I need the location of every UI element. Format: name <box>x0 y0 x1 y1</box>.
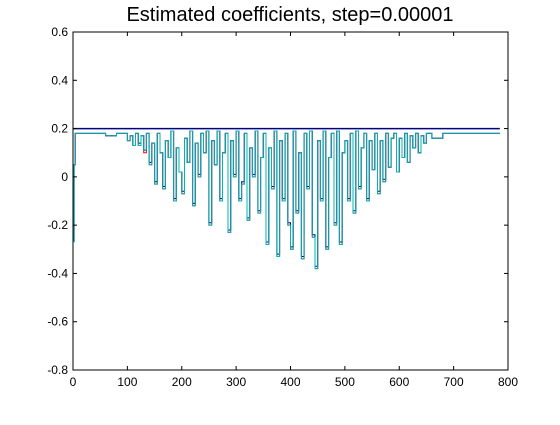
y-tick-label: -0.6 <box>47 315 68 329</box>
x-tick-label: 0 <box>70 375 77 389</box>
y-tick-label: 0.2 <box>51 122 68 136</box>
chart-title: Estimated coefficients, step=0.00001 <box>126 4 454 26</box>
y-tick-label: 0.4 <box>51 73 68 87</box>
x-tick-label: 200 <box>172 375 192 389</box>
x-tick-label: 400 <box>280 375 300 389</box>
x-tick-label: 700 <box>444 375 464 389</box>
x-tick-label: 100 <box>117 375 137 389</box>
series-line-3 <box>73 130 500 270</box>
series-layer <box>73 127 500 270</box>
y-tick-label: -0.4 <box>47 266 68 280</box>
y-tick-label: -0.2 <box>47 218 68 232</box>
y-tick-label: 0.6 <box>51 25 68 39</box>
x-tick-label: 600 <box>389 375 409 389</box>
y-tick-label: -0.8 <box>47 363 68 377</box>
x-tick-label: 500 <box>335 375 355 389</box>
x-tick-label: 800 <box>498 375 518 389</box>
plot-area <box>72 31 509 371</box>
y-tick-label: 0 <box>61 170 68 184</box>
x-tick-label: 300 <box>226 375 246 389</box>
axis-layer: 0 100 200 300 400 500 600 700 800 0.6 0.4 0.2 0 -0.2 -… <box>47 25 518 389</box>
